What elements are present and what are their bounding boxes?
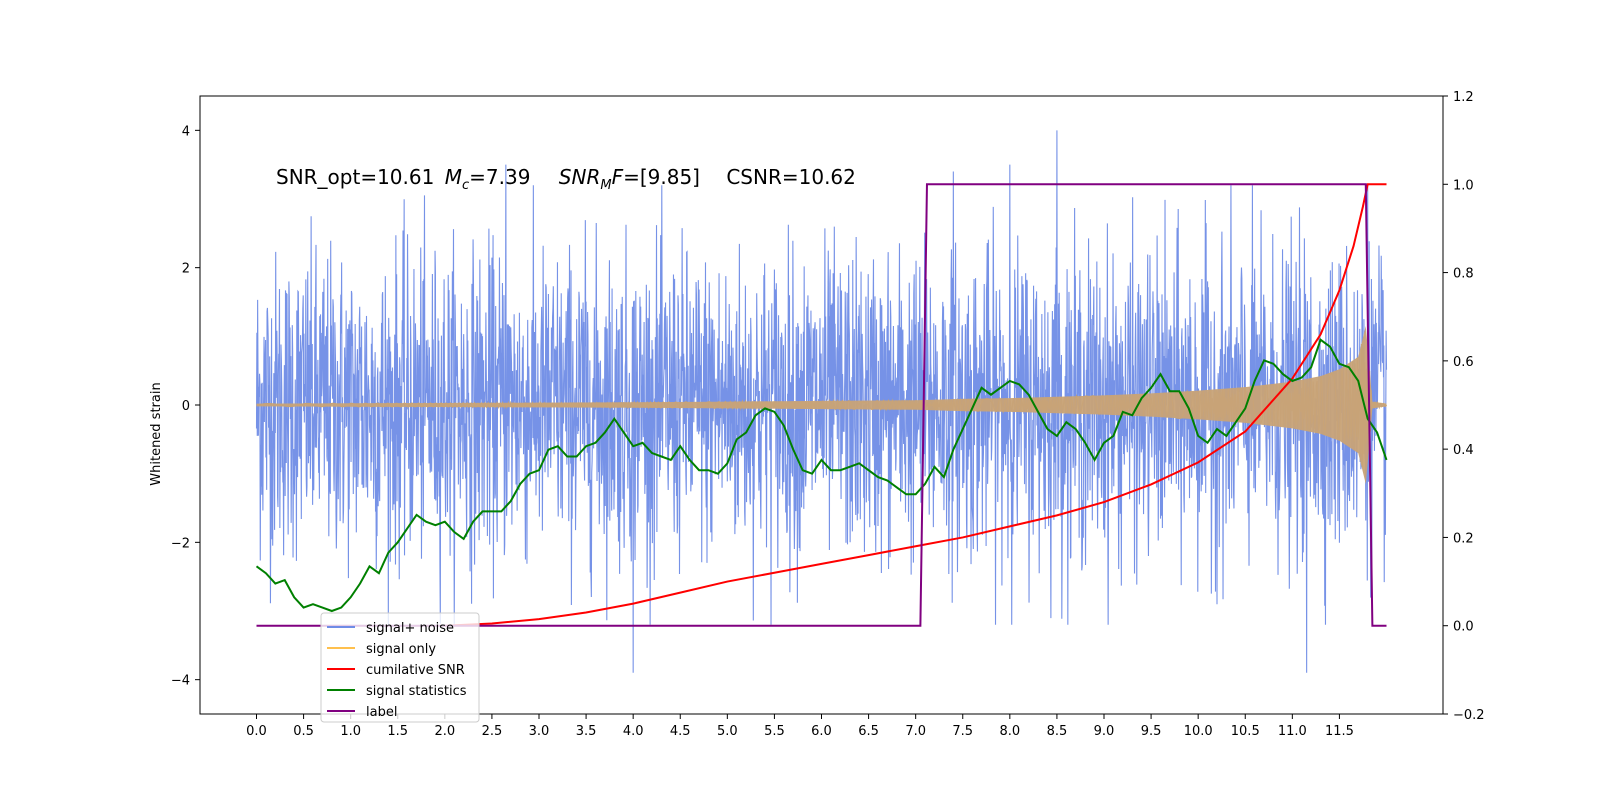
x-tick-label: 0.5	[293, 724, 314, 739]
y-right-tick-label: 0.0	[1453, 620, 1474, 635]
legend-label: cumilative SNR	[366, 663, 465, 678]
x-tick-label: 1.0	[340, 724, 361, 739]
annotation-text: SNR_opt=10.61 Mc=7.39 SNRMF=[9.85] CSNR=…	[276, 165, 856, 193]
x-tick-label: 7.5	[952, 724, 973, 739]
y-left-tick-label: 4	[182, 124, 190, 139]
x-tick-label: 8.5	[1047, 724, 1068, 739]
x-tick-label: 7.0	[905, 724, 926, 739]
x-tick-label: 5.0	[717, 724, 738, 739]
x-tick-label: 8.0	[999, 724, 1020, 739]
x-tick-label: 3.5	[576, 724, 597, 739]
y-right-tick-label: 0.6	[1453, 355, 1474, 370]
y-right-tick-label: 0.8	[1453, 267, 1474, 282]
y-left-tick-label: 2	[182, 262, 190, 277]
x-tick-label: 10.0	[1184, 724, 1213, 739]
legend-label: signal+ noise	[366, 621, 454, 636]
annotation-mc-symbol: M	[445, 165, 462, 189]
y-axis-left: 4 2 0 −2 −4	[171, 124, 200, 689]
annotation-snr-opt: SNR_opt=10.61	[276, 165, 434, 189]
y-right-tick-label: −0.2	[1453, 708, 1485, 723]
x-tick-label: 6.0	[811, 724, 832, 739]
x-tick-label: 11.5	[1325, 724, 1354, 739]
x-tick-label: 11.0	[1278, 724, 1307, 739]
x-tick-label: 0.0	[246, 724, 267, 739]
x-tick-label: 6.5	[858, 724, 879, 739]
series-cumulative-snr	[444, 183, 1387, 627]
y-right-tick-label: 0.2	[1453, 531, 1474, 546]
x-tick-label: 10.5	[1231, 724, 1260, 739]
annotation-mc-sub: c	[462, 178, 469, 193]
x-tick-label: 1.5	[387, 724, 408, 739]
x-tick-label: 9.5	[1141, 724, 1162, 739]
y-right-tick-label: 1.2	[1453, 90, 1474, 105]
legend-label: signal statistics	[366, 684, 467, 699]
series-layer	[255, 130, 1388, 673]
x-tick-label: 9.0	[1094, 724, 1115, 739]
x-tick-label: 5.5	[764, 724, 785, 739]
y-left-tick-label: 0	[182, 399, 190, 414]
annotation-snr-mf-sub: M	[600, 178, 611, 193]
x-tick-label: 2.5	[482, 724, 503, 739]
legend-label: label	[366, 705, 397, 720]
x-tick-label: 4.0	[623, 724, 644, 739]
series-signal-only-envelope	[256, 326, 1387, 484]
y-left-tick-label: −2	[171, 536, 190, 551]
annotation-snr-mf-symbol: SNR	[559, 165, 601, 189]
series-label	[256, 183, 1387, 627]
legend-box	[320, 612, 480, 723]
legend-label: signal only	[366, 642, 436, 657]
y-right-tick-label: 1.0	[1453, 178, 1474, 193]
annotation-csnr: CSNR=10.62	[726, 165, 856, 189]
y-left-tick-label: −4	[171, 674, 190, 689]
y-right-tick-label: 0.4	[1453, 443, 1474, 458]
x-tick-label: 4.5	[670, 724, 691, 739]
y-axis-label-left: Whitened strain	[149, 382, 164, 485]
legend: signal+ noise signal only cumilative SNR si…	[320, 612, 480, 723]
x-tick-label: 2.0	[434, 724, 455, 739]
annotation-snr-mf-f: F	[612, 165, 624, 189]
series-signal-statistics	[255, 338, 1388, 613]
annotation-snr-mf-value: =[9.85]	[623, 165, 700, 189]
y-axis-right: 1.2 1.0 0.8 0.6 0.4 0.2 0.0 −0.2	[1443, 90, 1485, 723]
x-axis: 0.0 0.5 1.0 1.5 2.0 2.5 3.0 3.5 4.0 4.5 5.0 5.5 6.0 6…	[246, 714, 1354, 739]
x-tick-label: 3.0	[529, 724, 550, 739]
annotation-mc-value: =7.39	[469, 165, 530, 189]
